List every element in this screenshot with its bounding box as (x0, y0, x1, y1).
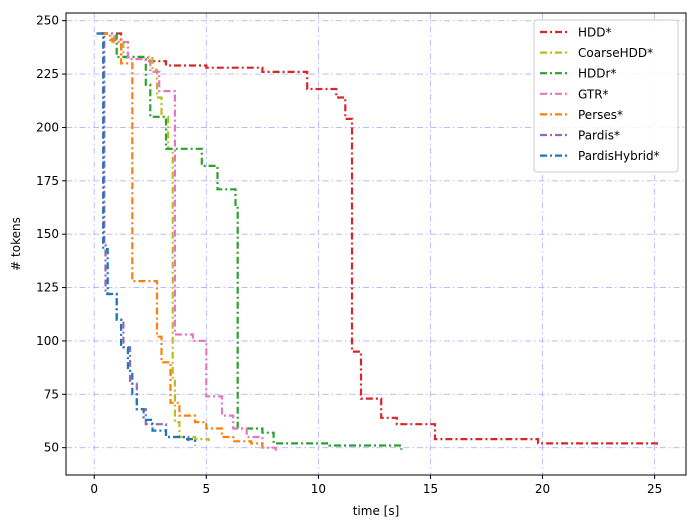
x-axis-label: time [s] (353, 504, 400, 518)
legend-label-pardis: Pardis* (578, 129, 620, 143)
series-line-pardis (96, 32, 190, 442)
y-tick-label: 100 (36, 334, 59, 348)
series-lines (96, 32, 658, 452)
y-tick-label: 125 (36, 281, 59, 295)
legend-label-hddr: HDDr* (578, 67, 616, 81)
y-axis-ticks: 50 75 100 125 150 175 200 225 250 (36, 14, 66, 455)
y-tick-label: 150 (36, 227, 59, 241)
series-line-coarsehdd (101, 32, 210, 442)
series-line-hdd (101, 32, 658, 448)
legend-label-hdd: HDD* (578, 26, 612, 40)
y-tick-label: 175 (36, 174, 59, 188)
x-tick-label: 5 (202, 482, 210, 496)
legend-label-perses: Perses* (578, 108, 623, 122)
x-tick-label: 20 (535, 482, 550, 496)
legend: HDD* CoarseHDD* HDDr* GTR* Perses* Pardis* Par… (533, 19, 679, 173)
legend-label-coarsehdd: CoarseHDD* (578, 46, 653, 60)
plot-frame (65, 12, 687, 476)
x-tick-label: 0 (90, 482, 98, 496)
y-axis-label: # tokens (9, 217, 23, 271)
legend-label-gtr: GTR* (578, 87, 609, 101)
y-tick-label: 225 (36, 67, 59, 81)
y-tick-label: 200 (36, 120, 59, 134)
x-tick-label: 10 (311, 482, 326, 496)
legend-label-pardishybrid: PardisHybrid* (578, 149, 660, 163)
x-tick-label: 25 (647, 482, 662, 496)
x-tick-label: 15 (423, 482, 438, 496)
y-tick-label: 75 (44, 387, 59, 401)
y-tick-label: 250 (36, 14, 59, 28)
x-axis-ticks: 0 5 10 15 20 25 (90, 475, 662, 496)
legend-box (533, 19, 679, 173)
series-line-hddr (101, 32, 403, 450)
series-line-pardishybrid (96, 32, 197, 446)
y-tick-label: 50 (44, 441, 59, 455)
